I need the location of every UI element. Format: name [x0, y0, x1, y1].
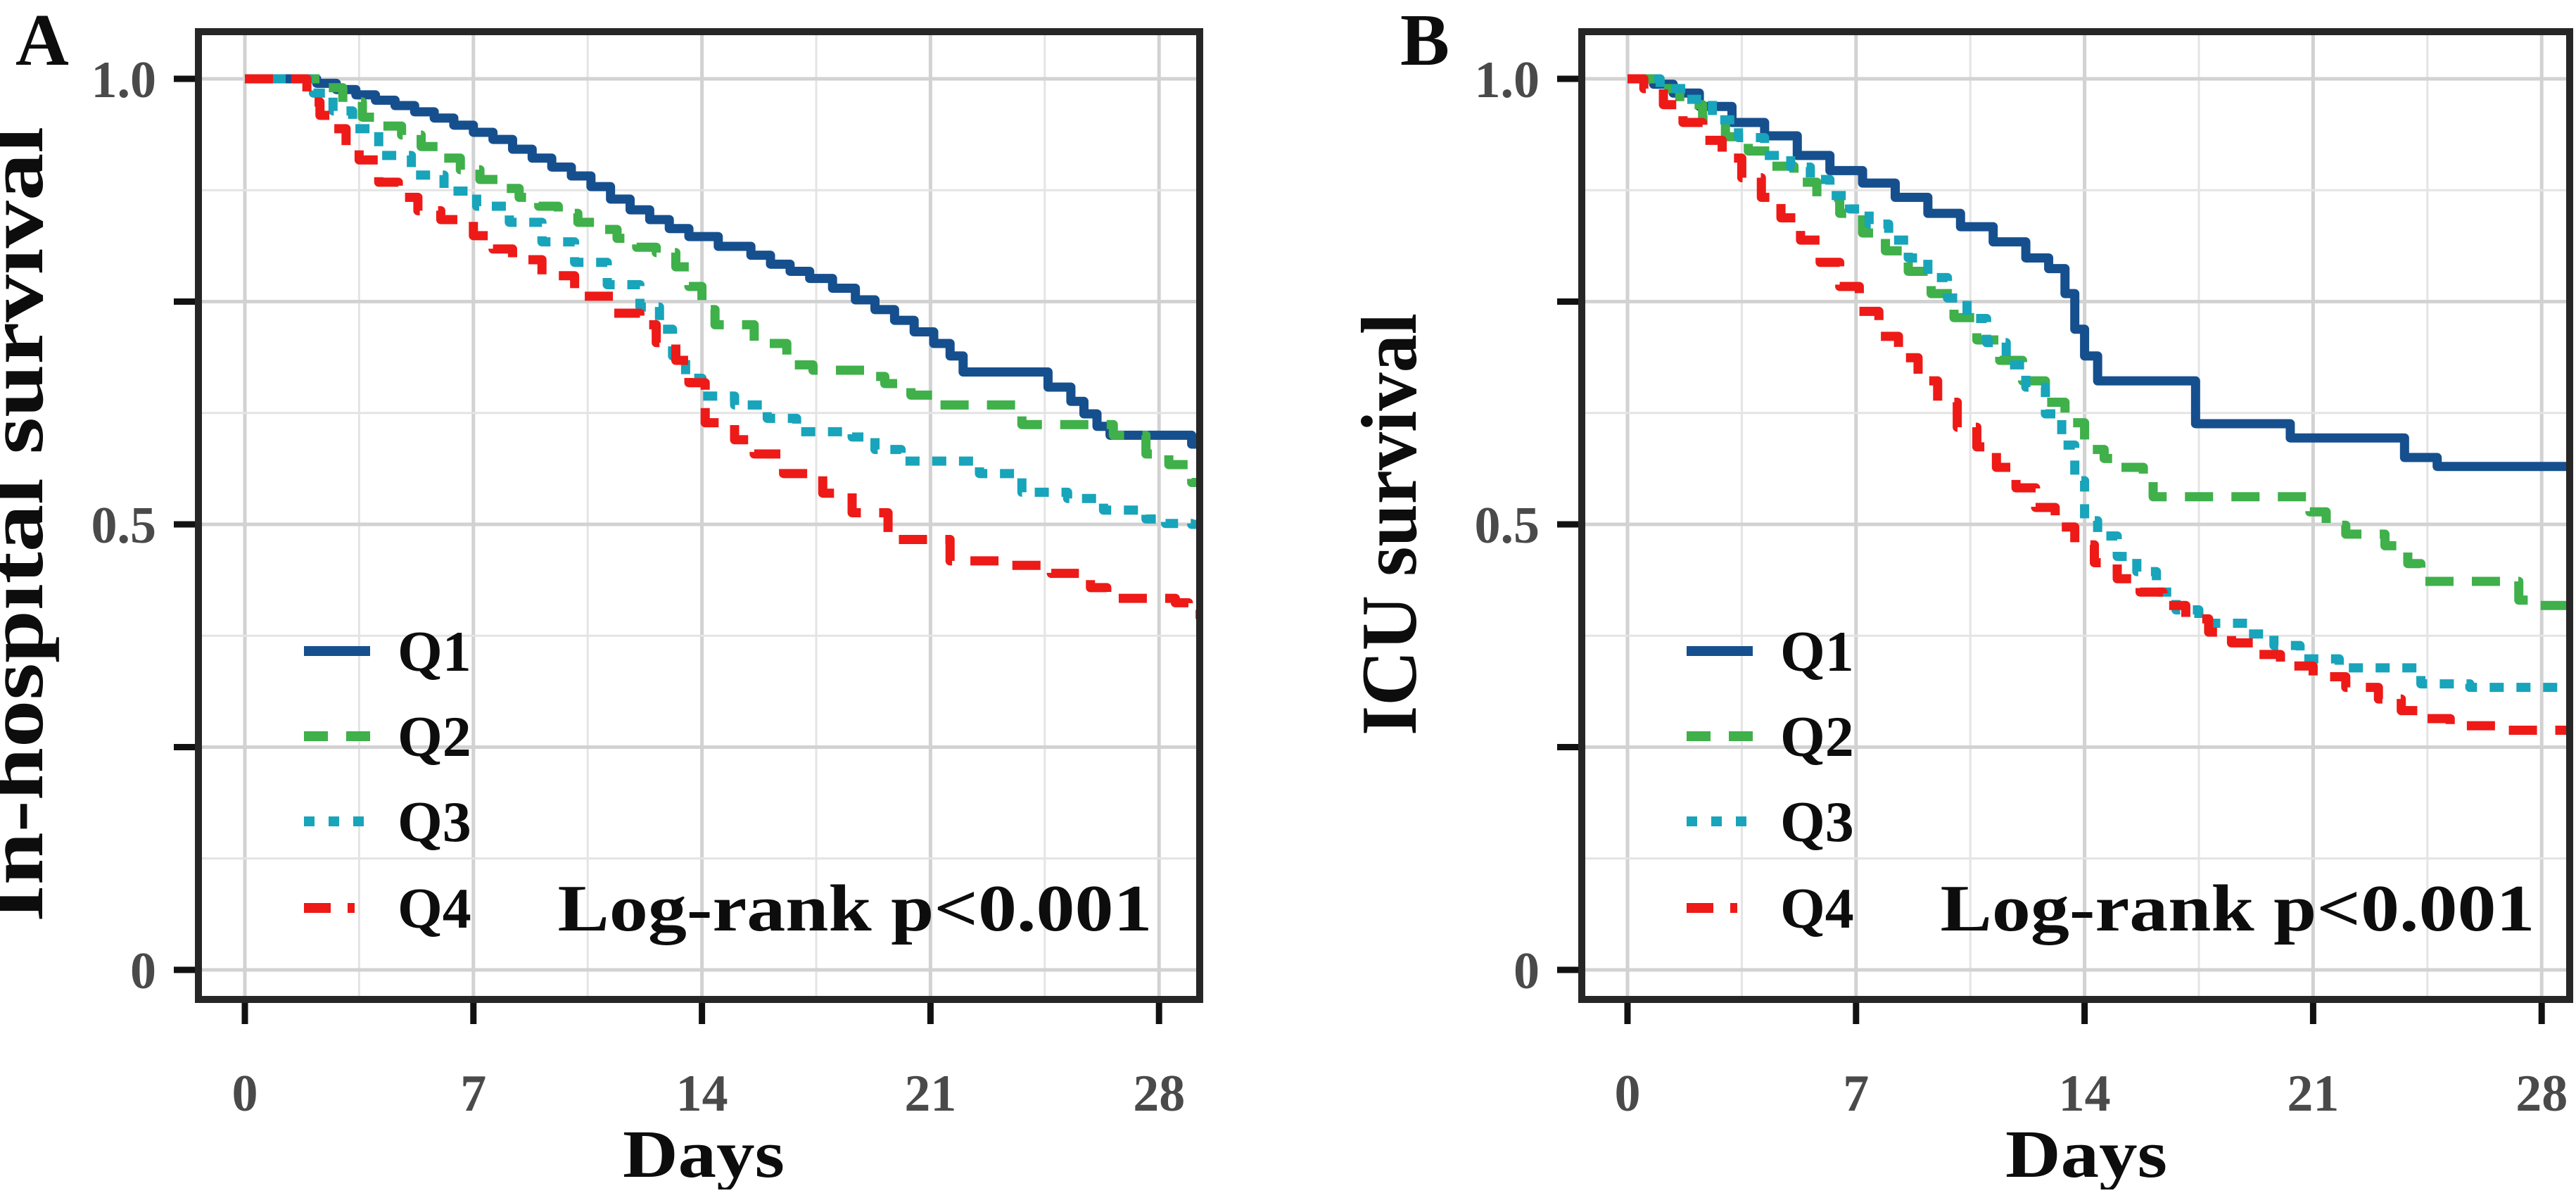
x-axis-title-B: Days: [2005, 1116, 2167, 1189]
y-axis-title-A: In-hospital survival: [0, 127, 60, 922]
x-tick-label-A: 0: [232, 1065, 258, 1123]
y-axis-title-B: ICU survival: [1346, 313, 1433, 736]
y-tick-label-B: 1.0: [1475, 51, 1540, 109]
x-tick-label-A: 14: [676, 1065, 728, 1123]
logrank-annotation-B: Log-rank p<0.001: [1941, 872, 2535, 945]
survival-curve-Q2-A: [245, 74, 1197, 487]
legend-label-Q1-A: Q1: [398, 619, 471, 683]
legend-label-Q3-A: Q3: [398, 790, 471, 854]
x-tick-label-B: 14: [2059, 1065, 2111, 1123]
y-tick-label-A: 0: [130, 942, 156, 1000]
y-tick-label-A: 1.0: [91, 51, 157, 109]
y-tick-label-A: 0.5: [91, 497, 157, 555]
y-tick-label-B: 0.5: [1475, 497, 1540, 555]
legend-label-Q4-A: Q4: [398, 876, 471, 940]
legend-label-Q1-B: Q1: [1780, 619, 1854, 683]
x-tick-label-B: 0: [1615, 1065, 1641, 1123]
x-tick-label-B: 7: [1843, 1065, 1869, 1123]
panel-letter-A: A: [15, 0, 69, 81]
legend-label-Q3-B: Q3: [1780, 790, 1854, 854]
x-tick-label-A: 28: [1133, 1065, 1185, 1123]
y-tick-label-B: 0: [1514, 942, 1540, 1000]
logrank-annotation-A: Log-rank p<0.001: [558, 872, 1153, 945]
legend-label-Q4-B: Q4: [1780, 876, 1854, 940]
survival-curve-Q4-B: [1628, 74, 2567, 735]
x-tick-label-A: 7: [460, 1065, 486, 1123]
plot-box-A: [195, 28, 1203, 1003]
survival-curve-Q1-A: [245, 74, 1197, 449]
survival-curve-Q3-A: [245, 74, 1197, 529]
x-tick-label-B: 28: [2515, 1065, 2568, 1123]
legend-label-Q2-A: Q2: [398, 705, 471, 769]
panel-letter-B: B: [1400, 0, 1449, 81]
survival-curve-Q4-A: [245, 74, 1197, 619]
x-axis-title-A: Days: [623, 1116, 785, 1189]
x-tick-label-B: 21: [2287, 1065, 2339, 1123]
plot-box-B: [1578, 28, 2573, 1003]
x-tick-label-A: 21: [904, 1065, 956, 1123]
legend-label-Q2-B: Q2: [1780, 705, 1854, 769]
survival-curve-Q3-B: [1628, 74, 2567, 693]
